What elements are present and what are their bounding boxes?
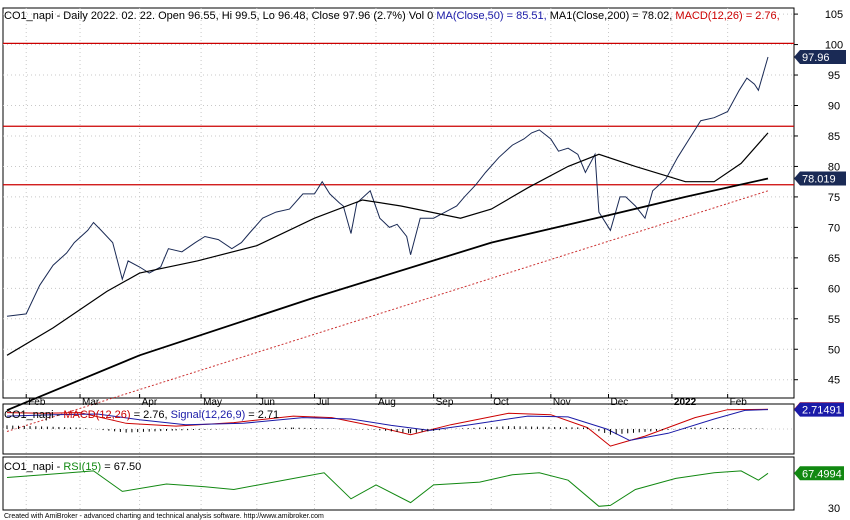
trend-line <box>6 190 769 432</box>
macd-header-readout: CO1_napi - MACD(12,26) = 2.76, Signal(12… <box>4 409 279 421</box>
header-part: Signal(12,26,9) <box>171 409 246 421</box>
macd-line <box>6 408 769 447</box>
price-line <box>6 56 769 317</box>
price-y-tick-label: 55 <box>828 314 840 326</box>
price-y-axis: 45 50 55 60 65 70 75 80 85 90 95 100 105 <box>794 9 843 387</box>
date-tick-label: Jun <box>259 397 275 408</box>
price-y-tick-label: 85 <box>828 131 840 143</box>
rsi-y-axis: 30 <box>828 503 840 515</box>
header-part: = 2.71 <box>245 409 279 421</box>
price-y-tick-label: 70 <box>828 222 840 234</box>
header-part: CO1_napi - <box>4 409 63 421</box>
price-header-readout: CO1_napi - Daily 2022. 02. 22. Open 96.5… <box>4 10 780 22</box>
date-tick-label: Mar <box>82 397 100 408</box>
price-y-tick-label: 90 <box>828 101 840 113</box>
price-y-tick-label: 65 <box>828 253 840 265</box>
price-badges: 97.96 78.019 <box>794 49 846 186</box>
date-tick-label: May <box>203 397 222 408</box>
value-badge-label: 97.96 <box>802 52 830 64</box>
signal-line <box>6 409 769 441</box>
value-badge-shape <box>794 402 844 417</box>
date-tick-label: Oct <box>493 397 509 408</box>
price-y-tick-label: 80 <box>828 161 840 173</box>
value-badge-label: 78.019 <box>802 174 836 186</box>
rsi-badges: 67.4994 <box>794 466 844 481</box>
ma200-line <box>6 177 769 412</box>
value-badge-label: 2.71491 <box>802 405 842 417</box>
header-part: CO1_napi - <box>4 461 63 473</box>
date-tick-label: Aug <box>378 397 396 408</box>
price-y-tick-label: 100 <box>825 40 843 52</box>
value-badge-shape <box>794 171 846 186</box>
price-pane-frame <box>2 7 795 399</box>
rsi-pane-frame <box>2 456 795 511</box>
date-tick-label: 2022 <box>674 397 697 408</box>
value-badge-shape <box>794 49 846 64</box>
header-part: MACD(12,26) <box>63 409 130 421</box>
rsi-line <box>6 470 769 507</box>
header-part: MA1(Close,200) = 78.02, <box>550 10 676 22</box>
price-y-tick-label: 45 <box>828 375 840 387</box>
header-part: CO1_napi - Daily 2022. 02. 22. Open 96.5… <box>4 10 436 22</box>
date-tick-label: Dec <box>610 397 628 408</box>
ma50-line <box>6 132 769 356</box>
credit-footer: Created with AmiBroker - advanced charti… <box>4 513 324 520</box>
date-tick-label: Nov <box>553 397 571 408</box>
price-horizontal-levels <box>3 42 794 186</box>
value-badge: 67.4994 <box>794 466 844 481</box>
rsi-header-readout: CO1_napi - RSI(15) = 67.50 <box>4 461 141 473</box>
value-badge: 78.019 <box>794 171 846 186</box>
rsi-y-tick-label: 30 <box>828 503 840 515</box>
price-y-tick-label: 105 <box>825 9 843 21</box>
date-tick-label: Feb <box>730 397 748 408</box>
date-tick-label: Jul <box>316 397 329 408</box>
price-pane: 45 50 55 60 65 70 75 80 85 90 95 100 105 Feb Mar Apr Ma… <box>2 7 846 510</box>
rsi-pane: 30 67.4994 CO1_napi - RSI(15) = 67.50 <box>2 456 844 515</box>
price-series-group <box>6 56 769 432</box>
header-part: RSI(15) <box>63 461 101 473</box>
price-y-tick-label: 60 <box>828 283 840 295</box>
header-part: MA(Close,50) = 85.51, <box>436 10 549 22</box>
header-part: MACD(12,26) = 2.76, <box>675 10 779 22</box>
date-tick-label: Feb <box>28 397 46 408</box>
price-y-tick-label: 75 <box>828 192 840 204</box>
price-y-tick-label: 95 <box>828 70 840 82</box>
value-badge-shape <box>794 466 844 481</box>
value-badge-label: 67.4994 <box>802 468 842 480</box>
date-tick-label: Apr <box>142 397 158 408</box>
macd-pane: 2.758492.71491 CO1_napi - MACD(12,26) = … <box>2 402 844 455</box>
date-tick-label: Sep <box>436 397 454 408</box>
price-y-tick-label: 50 <box>828 344 840 356</box>
header-part: = 67.50 <box>101 461 141 473</box>
macd-series-group <box>6 408 769 447</box>
header-part: = 2.76, <box>131 409 171 421</box>
macd-badges: 2.758492.71491 <box>794 402 844 417</box>
value-badge: 97.96 <box>794 49 846 64</box>
date-x-axis: Feb Mar Apr May Jun Jul Aug Sep Oct Nov Dec 2022 Feb <box>25 394 748 408</box>
value-badge: 2.71491 <box>794 402 844 417</box>
rsi-series-group <box>6 470 769 507</box>
